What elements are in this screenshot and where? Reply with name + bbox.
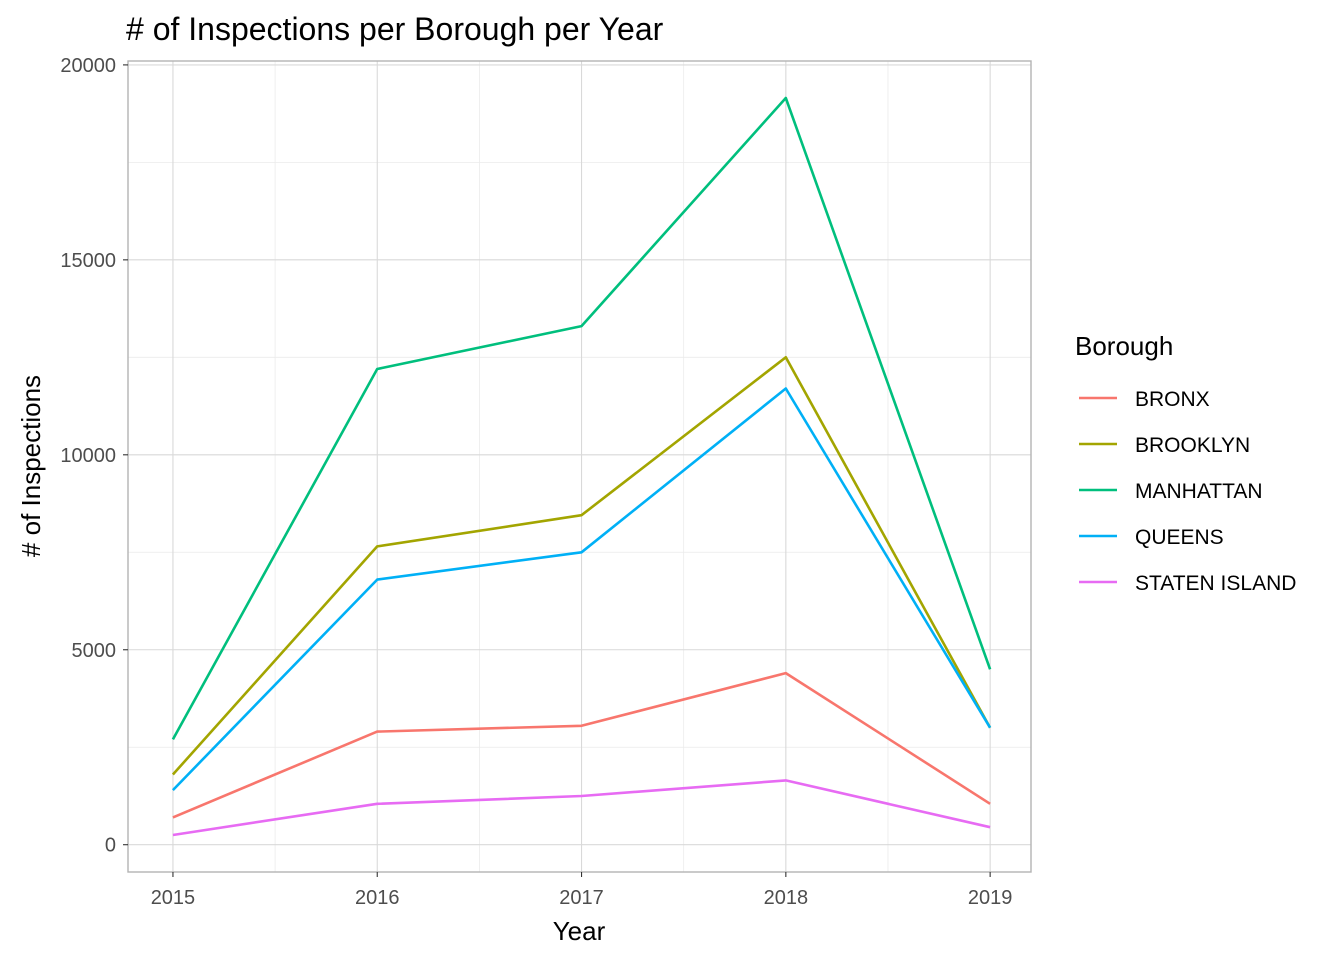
legend-label-staten-island: STATEN ISLAND <box>1135 572 1296 595</box>
x-tick-label: 2015 <box>151 887 196 909</box>
x-axis-ticks: 2015 2016 2017 2018 2019 <box>151 872 1013 909</box>
legend: Borough BRONX BROOKLYN MANHATTAN QUEENS STAT… <box>1075 331 1296 595</box>
legend-title: Borough <box>1075 331 1173 361</box>
series-lines <box>171 96 992 837</box>
chart-title: # of Inspections per Borough per Year <box>126 11 664 47</box>
x-tick-label: 2016 <box>355 887 400 909</box>
legend-item-bronx: BRONX <box>1079 388 1210 411</box>
y-tick-label: 5000 <box>72 640 117 662</box>
x-tick-label: 2019 <box>968 887 1013 909</box>
legend-item-staten-island: STATEN ISLAND <box>1079 572 1296 595</box>
plot-panel-border <box>127 60 1032 873</box>
legend-label-bronx: BRONX <box>1135 388 1210 411</box>
legend-item-manhattan: MANHATTAN <box>1079 480 1263 503</box>
y-axis-title: # of Inspections <box>16 375 46 557</box>
legend-label-queens: QUEENS <box>1135 526 1224 549</box>
series-line-bronx <box>172 671 991 819</box>
y-tick-label: 10000 <box>60 445 116 467</box>
y-tick-label: 0 <box>105 835 116 857</box>
legend-label-brooklyn: BROOKLYN <box>1135 434 1250 457</box>
legend-item-brooklyn: BROOKLYN <box>1079 434 1250 457</box>
y-axis-ticks: 0 5000 10000 15000 20000 <box>60 55 128 857</box>
x-tick-label: 2017 <box>559 887 604 909</box>
y-tick-label: 20000 <box>60 55 116 77</box>
series-line-staten-island <box>172 779 991 837</box>
series-line-brooklyn <box>171 355 992 776</box>
legend-label-manhattan: MANHATTAN <box>1135 480 1263 503</box>
series-line-manhattan <box>171 96 992 741</box>
x-tick-label: 2018 <box>764 887 809 909</box>
x-axis-title: Year <box>553 916 606 946</box>
y-tick-label: 15000 <box>60 250 116 272</box>
series-line-queens <box>171 387 992 792</box>
legend-item-queens: QUEENS <box>1079 526 1224 549</box>
legend-items: BRONX BROOKLYN MANHATTAN QUEENS STATEN ISLAN… <box>1079 388 1296 595</box>
grid <box>128 61 1031 872</box>
